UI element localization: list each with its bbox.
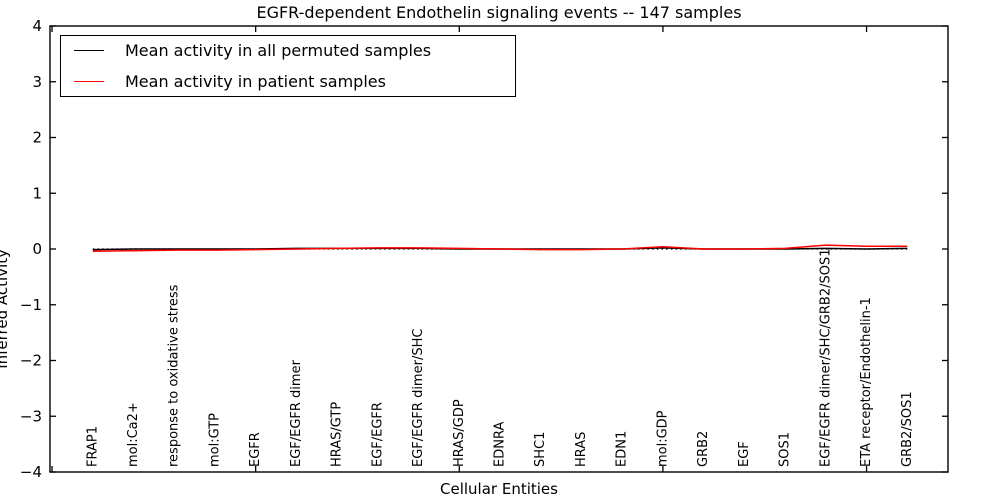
category-label: SOS1: [778, 432, 793, 467]
legend-label-patient: Mean activity in patient samples: [125, 72, 386, 91]
y-tick-label: −1: [20, 296, 42, 314]
y-tick-label: 2: [32, 129, 42, 147]
y-tick-label: −3: [20, 407, 42, 425]
legend-line-sample-black: [74, 50, 104, 51]
category-label: GRB2: [696, 431, 711, 467]
legend-entry-permuted: Mean activity in all permuted samples: [61, 36, 515, 65]
category-label: mol:GTP: [207, 413, 222, 467]
category-label: EDN1: [615, 431, 630, 467]
category-label: EGF/EGFR dimer/SHC: [411, 329, 426, 467]
legend: Mean activity in all permuted samples Me…: [60, 35, 516, 97]
category-label: EGF/EGFR: [370, 402, 385, 467]
y-tick-label: −2: [20, 352, 42, 370]
legend-line-sample-red: [74, 81, 104, 82]
category-label: response to oxidative stress: [167, 284, 182, 467]
category-label: EDNRA: [493, 422, 508, 467]
category-label: FRAP1: [85, 426, 100, 467]
y-tick-label: 0: [32, 240, 42, 258]
y-axis-label-text: Inferred Activity: [0, 248, 11, 369]
category-label: HRAS: [574, 432, 589, 467]
series-line-patient: [92, 244, 908, 252]
category-label: HRAS/GDP: [452, 399, 467, 467]
category-label: ETA receptor/Endothelin-1: [859, 297, 874, 467]
x-axis-label: Cellular Entities: [440, 480, 558, 498]
y-tick-label: 1: [32, 184, 42, 202]
category-label: EGF: [737, 441, 752, 467]
chart-title: EGFR-dependent Endothelin signaling even…: [256, 3, 742, 22]
y-tick-label: −4: [20, 463, 42, 481]
category-label: mol:Ca2+: [126, 402, 141, 467]
category-label: EGF/EGFR dimer/SHC/GRB2/SOS1: [818, 249, 833, 468]
y-tick-label: 4: [32, 17, 42, 35]
legend-entry-patient: Mean activity in patient samples: [61, 67, 515, 96]
category-label: HRAS/GTP: [330, 402, 345, 467]
category-label: SHC1: [533, 432, 548, 467]
category-label: mol:GDP: [655, 410, 670, 467]
category-label: EGFR: [248, 432, 263, 467]
legend-label-permuted: Mean activity in all permuted samples: [125, 41, 432, 60]
category-label: EGF/EGFR dimer: [289, 359, 304, 467]
category-label: GRB2/SOS1: [900, 391, 915, 467]
y-tick-label: 3: [32, 73, 42, 91]
